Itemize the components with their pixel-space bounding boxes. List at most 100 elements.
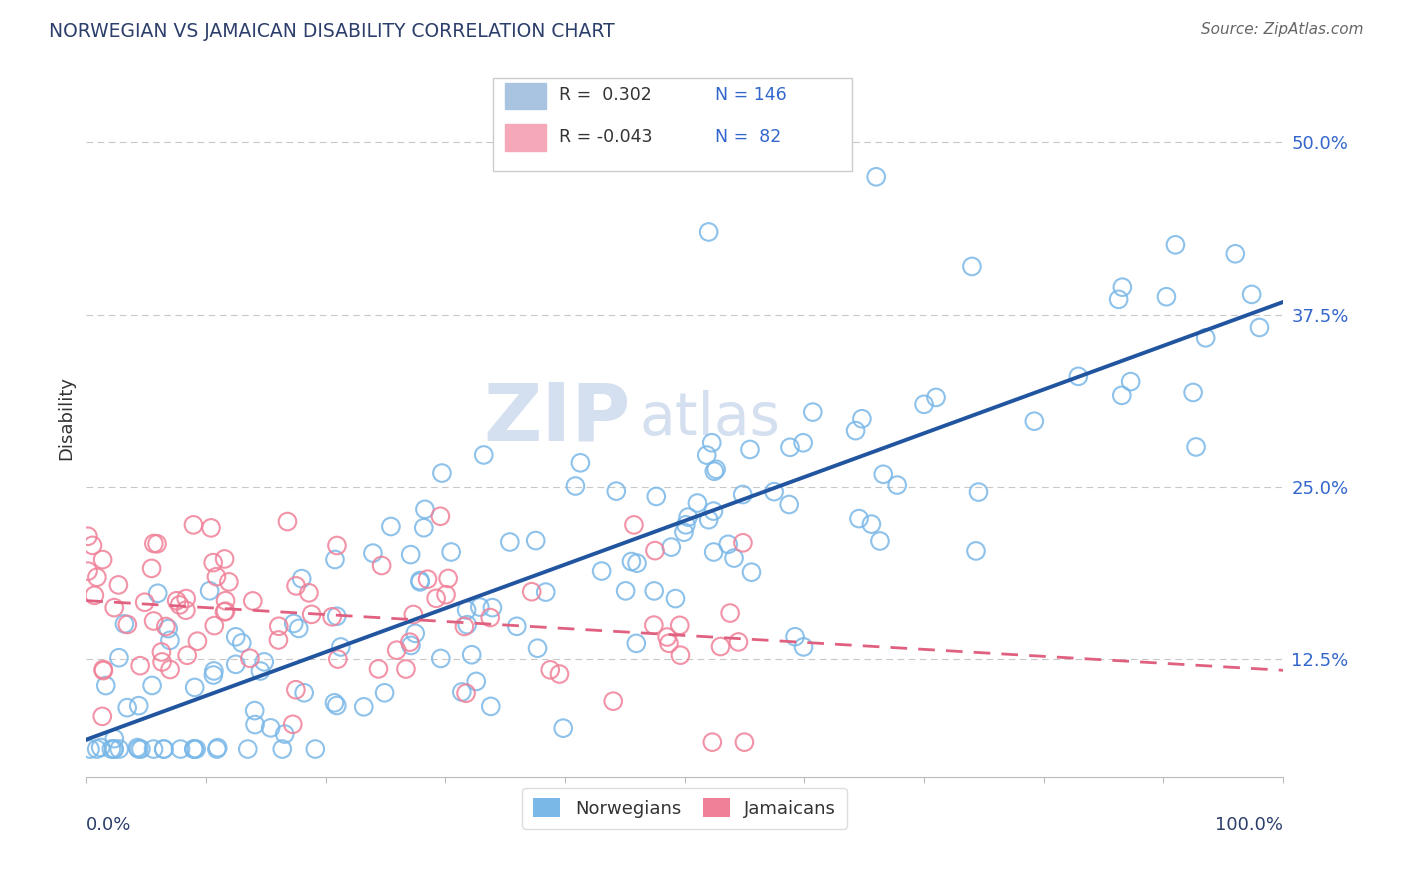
Point xyxy=(367,662,389,676)
Point xyxy=(614,583,637,598)
Point xyxy=(1182,385,1205,400)
Point xyxy=(623,517,645,532)
Point xyxy=(103,742,125,756)
Point xyxy=(1067,369,1090,384)
Point xyxy=(481,600,503,615)
Point xyxy=(524,533,547,548)
Point xyxy=(323,552,346,566)
Point xyxy=(207,740,229,755)
Point xyxy=(176,648,198,663)
Point xyxy=(225,630,247,644)
Text: atlas: atlas xyxy=(640,390,780,447)
Point xyxy=(1195,331,1218,345)
Point xyxy=(127,740,149,755)
Point xyxy=(370,558,392,573)
Point xyxy=(472,448,495,462)
Point xyxy=(142,536,165,550)
Point xyxy=(553,721,575,735)
Point xyxy=(697,513,720,527)
Point xyxy=(236,742,259,756)
Point xyxy=(658,636,681,650)
Point xyxy=(283,616,305,631)
Point xyxy=(456,617,478,632)
Point xyxy=(157,622,180,636)
Point xyxy=(82,538,104,552)
Point xyxy=(440,545,463,559)
Point xyxy=(430,651,453,665)
Point xyxy=(304,742,326,756)
Point xyxy=(792,640,814,654)
Point xyxy=(83,588,105,602)
Point xyxy=(202,618,225,632)
Point xyxy=(86,570,108,584)
Point xyxy=(159,633,181,648)
Point xyxy=(506,619,529,633)
Y-axis label: Disability: Disability xyxy=(58,376,75,460)
Point xyxy=(659,540,682,554)
Point xyxy=(326,652,349,666)
Point xyxy=(202,556,225,570)
Point xyxy=(141,678,163,692)
Point xyxy=(91,663,114,677)
Text: Source: ZipAtlas.com: Source: ZipAtlas.com xyxy=(1201,22,1364,37)
Point xyxy=(412,521,434,535)
Point xyxy=(644,543,666,558)
Point xyxy=(159,663,181,677)
Point xyxy=(134,595,156,609)
Point xyxy=(141,561,163,575)
Point xyxy=(239,651,262,665)
Point xyxy=(548,667,571,681)
Text: N =  82: N = 82 xyxy=(714,128,780,146)
Point xyxy=(1156,290,1178,304)
Point xyxy=(285,579,308,593)
Point xyxy=(723,551,745,566)
Point xyxy=(696,448,718,462)
Point xyxy=(1225,247,1247,261)
Point xyxy=(184,742,207,756)
Point xyxy=(108,650,131,665)
Point xyxy=(231,636,253,650)
Point xyxy=(108,742,131,756)
Point xyxy=(321,609,343,624)
Point xyxy=(704,462,727,476)
Point xyxy=(128,742,150,756)
Point xyxy=(385,643,408,657)
Point xyxy=(128,698,150,713)
Point xyxy=(202,668,225,682)
Point xyxy=(174,603,197,617)
Point xyxy=(778,498,800,512)
Point xyxy=(731,487,754,501)
Point xyxy=(468,600,491,615)
FancyBboxPatch shape xyxy=(505,124,546,151)
Point xyxy=(146,537,169,551)
Point xyxy=(434,588,457,602)
Point xyxy=(605,484,627,499)
Point xyxy=(413,502,436,516)
Text: NORWEGIAN VS JAMAICAN DISABILITY CORRELATION CHART: NORWEGIAN VS JAMAICAN DISABILITY CORRELA… xyxy=(49,22,614,41)
Point xyxy=(872,467,894,482)
Point xyxy=(848,511,870,525)
Point xyxy=(329,640,352,654)
Point xyxy=(456,603,478,617)
Point xyxy=(925,391,948,405)
Point xyxy=(703,464,725,478)
Point xyxy=(783,630,806,644)
Point xyxy=(361,546,384,560)
Point xyxy=(91,709,114,723)
Point xyxy=(86,742,108,756)
Legend: Norwegians, Jamaicans: Norwegians, Jamaicans xyxy=(523,788,846,829)
Point xyxy=(869,533,891,548)
Point xyxy=(291,572,314,586)
Point xyxy=(620,554,643,568)
Point xyxy=(298,586,321,600)
Point xyxy=(703,545,725,559)
Point xyxy=(155,619,177,633)
FancyBboxPatch shape xyxy=(494,78,852,170)
Point xyxy=(326,539,349,553)
Point xyxy=(174,591,197,606)
Point xyxy=(399,548,422,562)
Point xyxy=(152,742,174,756)
Point xyxy=(526,641,548,656)
Point xyxy=(702,735,724,749)
Point xyxy=(271,742,294,756)
